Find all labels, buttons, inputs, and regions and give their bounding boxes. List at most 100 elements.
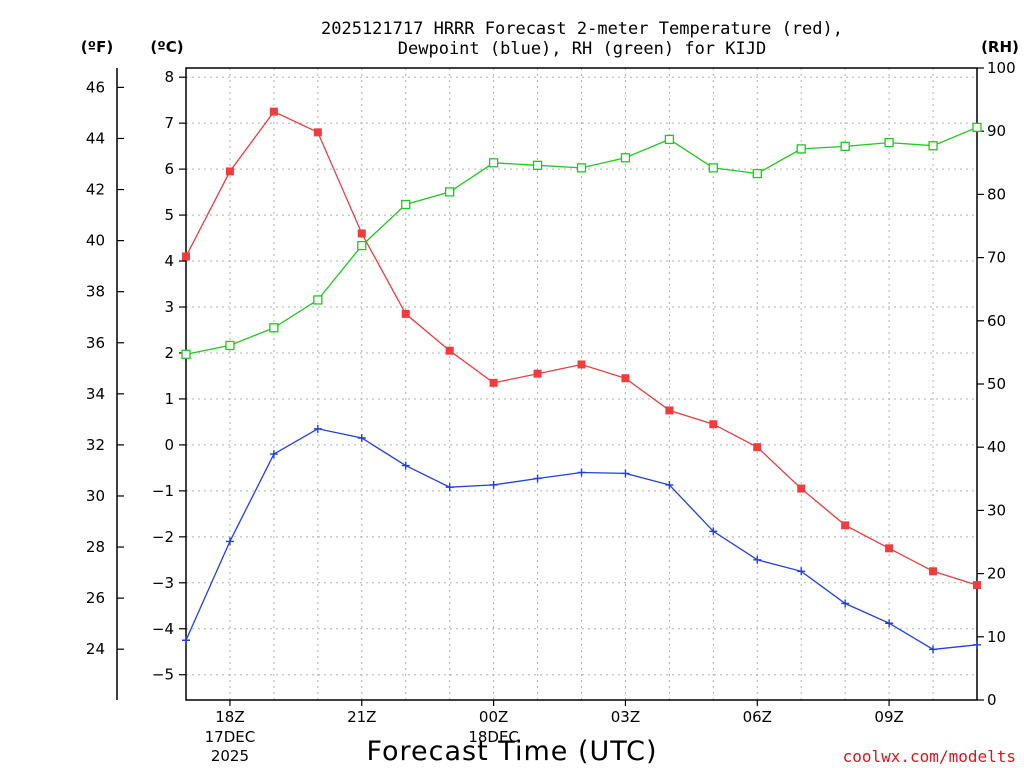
dewpoint-point <box>401 461 410 470</box>
dewpoint-point <box>577 468 586 477</box>
x-tick-date-label: 18DEC <box>468 728 519 746</box>
dewpoint-point <box>841 599 850 608</box>
dewpoint-point <box>445 483 454 492</box>
credit-text: coolwx.com/modelts <box>843 747 1016 766</box>
rh-tick-label: 50 <box>987 375 1006 393</box>
dewpoint-point <box>885 619 894 628</box>
rh-point <box>708 163 718 173</box>
dewpoint-point <box>313 424 322 433</box>
x-tick-label: 21Z <box>347 708 376 726</box>
series-layer <box>181 107 982 654</box>
rh-point <box>225 340 235 351</box>
dewpoint-point <box>357 434 366 443</box>
x-tick-label: 09Z <box>874 708 903 726</box>
fahrenheit-tick-label: 38 <box>86 283 105 301</box>
temperature-point <box>665 406 674 415</box>
celsius-tick-label: 8 <box>164 68 174 86</box>
rh-point <box>576 163 587 173</box>
dewpoint-point <box>709 527 718 536</box>
rh-point <box>972 122 982 133</box>
celsius-tick-label: −1 <box>152 482 174 500</box>
temperature-point <box>973 581 981 590</box>
x-axis-label: Forecast Time (UTC) <box>366 736 657 767</box>
fahrenheit-tick-label: 46 <box>86 78 105 96</box>
rh-tick-label: 40 <box>987 438 1006 456</box>
celsius-tick-label: 3 <box>164 298 174 316</box>
rh-unit-label: (RH) <box>981 38 1019 56</box>
dewpoint-point <box>533 474 542 483</box>
rh-tick-label: 90 <box>987 122 1006 140</box>
rh-point <box>357 240 367 251</box>
rh-point <box>884 137 894 148</box>
celsius-tick-label: −5 <box>152 666 174 684</box>
rh-tick-label: 30 <box>987 501 1006 519</box>
dewpoint-point <box>269 450 278 459</box>
axes-layer: 876543210−1−2−3−4−5464442403836343230282… <box>86 59 1016 765</box>
celsius-tick-label: 6 <box>164 160 174 178</box>
rh-point <box>313 295 323 305</box>
temperature-point <box>533 369 542 378</box>
fahrenheit-tick-label: 26 <box>86 589 105 607</box>
fahrenheit-tick-label: 42 <box>86 181 105 199</box>
dewpoint-point <box>225 537 234 546</box>
rh-point <box>181 349 191 359</box>
rh-tick-label: 70 <box>987 249 1006 267</box>
fahrenheit-tick-label: 30 <box>86 487 105 505</box>
rh-tick-label: 100 <box>987 59 1016 77</box>
temperature-point <box>753 443 762 452</box>
temperature-point <box>709 420 718 429</box>
rh-point <box>445 187 455 197</box>
dewpoint-point <box>973 640 981 649</box>
dewpoint-series-line <box>185 428 978 651</box>
temperature-point <box>182 252 190 261</box>
dewpoint-point <box>797 567 806 576</box>
celsius-tick-label: −3 <box>152 574 174 592</box>
chart-title-line1: 2025121717 HRRR Forecast 2-meter Tempera… <box>321 19 843 39</box>
x-tick-year-label: 2025 <box>211 747 249 765</box>
plot-frame <box>185 67 978 701</box>
rh-tick-label: 10 <box>987 628 1006 646</box>
temperature-point <box>445 346 454 355</box>
x-tick-label: 03Z <box>611 708 640 726</box>
rh-point <box>620 153 631 163</box>
celsius-tick-label: −4 <box>152 620 174 638</box>
temperature-point <box>841 521 850 530</box>
dewpoint-point <box>489 480 498 489</box>
rh-tick-label: 80 <box>987 185 1006 203</box>
rh-point <box>840 141 850 152</box>
grid-layer <box>186 68 977 700</box>
fahrenheit-tick-label: 28 <box>86 538 105 556</box>
fahrenheit-tick-label: 44 <box>86 129 105 147</box>
temperature-point <box>929 567 938 576</box>
dewpoint-point <box>929 645 938 654</box>
celsius-tick-label: −2 <box>152 528 174 546</box>
temperature-point <box>489 378 498 387</box>
fahrenheit-tick-label: 40 <box>86 232 105 250</box>
x-tick-date-label: 17DEC <box>205 728 256 746</box>
rh-point <box>401 199 411 210</box>
rh-point <box>664 134 675 145</box>
fahrenheit-unit-label: (ºF) <box>81 38 113 56</box>
x-tick-label: 18Z <box>215 708 244 726</box>
temperature-point <box>313 128 322 137</box>
rh-point <box>488 158 499 168</box>
celsius-tick-label: 5 <box>164 206 174 224</box>
temperature-point <box>401 309 410 318</box>
celsius-tick-label: 2 <box>164 344 174 362</box>
fahrenheit-tick-label: 36 <box>86 334 105 352</box>
fahrenheit-tick-label: 34 <box>86 385 105 403</box>
rh-point <box>796 144 806 154</box>
celsius-tick-label: 1 <box>164 390 174 408</box>
x-tick-label: 06Z <box>743 708 772 726</box>
dewpoint-point <box>621 469 630 478</box>
fahrenheit-tick-label: 24 <box>86 640 105 658</box>
celsius-tick-label: 4 <box>164 252 174 270</box>
rh-point <box>532 160 543 170</box>
chart-title-line2: Dewpoint (blue), RH (green) for KIJD <box>398 39 766 59</box>
rh-point <box>269 323 279 333</box>
rh-point <box>928 141 938 151</box>
temperature-point <box>621 374 630 383</box>
celsius-tick-label: 7 <box>164 114 174 132</box>
x-tick-label: 00Z <box>479 708 508 726</box>
